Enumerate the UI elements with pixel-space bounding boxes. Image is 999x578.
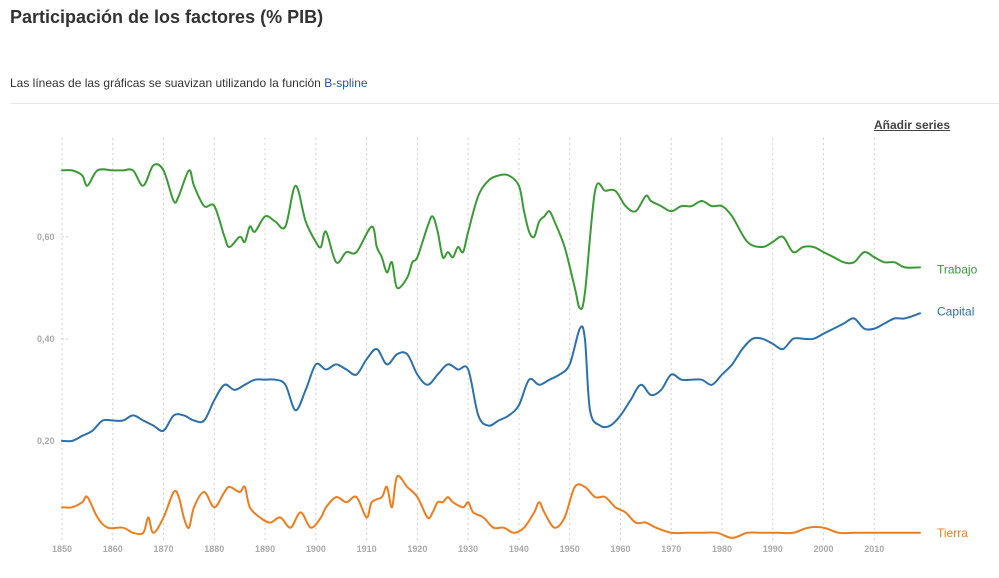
x-tick-label: 1910 — [357, 544, 377, 554]
x-tick-label: 1860 — [103, 544, 123, 554]
y-tick-label: 0,40 — [37, 334, 55, 344]
x-tick-label: 1870 — [154, 544, 174, 554]
series-label-capital: Capital — [937, 304, 974, 318]
x-tick-label: 1960 — [610, 544, 630, 554]
x-tick-label: 1920 — [407, 544, 427, 554]
b-spline-link[interactable]: B-spline — [324, 76, 368, 90]
y-axis-ticks: 0,20 0,40 0,60 — [37, 232, 55, 446]
x-tick-label: 1980 — [712, 544, 732, 554]
x-tick-label: 1940 — [509, 544, 529, 554]
x-tick-label: 1900 — [306, 544, 326, 554]
y-tick-label: 0,60 — [37, 232, 55, 242]
series-line-capital — [61, 312, 921, 443]
series-line-trabajo — [61, 163, 921, 310]
x-tick-label: 1950 — [560, 544, 580, 554]
x-tick-label: 2000 — [814, 544, 834, 554]
chart-subtitle: Las líneas de las gráficas se suavizan u… — [10, 76, 368, 90]
x-tick-label: 1880 — [204, 544, 224, 554]
x-axis-ticks: 1850 1860 1870 1880 1890 1900 1910 1920 1930 1940… — [52, 544, 884, 554]
x-tick-label: 1850 — [52, 544, 72, 554]
series-label-tierra: Tierra — [937, 526, 968, 540]
series-labels: Trabajo Capital Tierra — [937, 262, 978, 539]
x-tick-label: 1890 — [255, 544, 275, 554]
series-line-tierra — [61, 474, 921, 539]
subtitle-text: Las líneas de las gráficas se suavizan u… — [10, 76, 321, 90]
x-tick-label: 1990 — [763, 544, 783, 554]
x-tick-label: 1970 — [661, 544, 681, 554]
x-tick-label: 1930 — [458, 544, 478, 554]
header-divider — [10, 103, 999, 104]
series-label-trabajo: Trabajo — [937, 262, 978, 276]
series-lines — [61, 163, 921, 539]
x-tick-label: 2010 — [864, 544, 884, 554]
chart-title: Participación de los factores (% PIB) — [10, 7, 324, 27]
add-series-link[interactable]: Añadir series — [873, 118, 950, 132]
y-tick-label: 0,20 — [37, 436, 55, 446]
grid-lines — [61, 138, 875, 543]
